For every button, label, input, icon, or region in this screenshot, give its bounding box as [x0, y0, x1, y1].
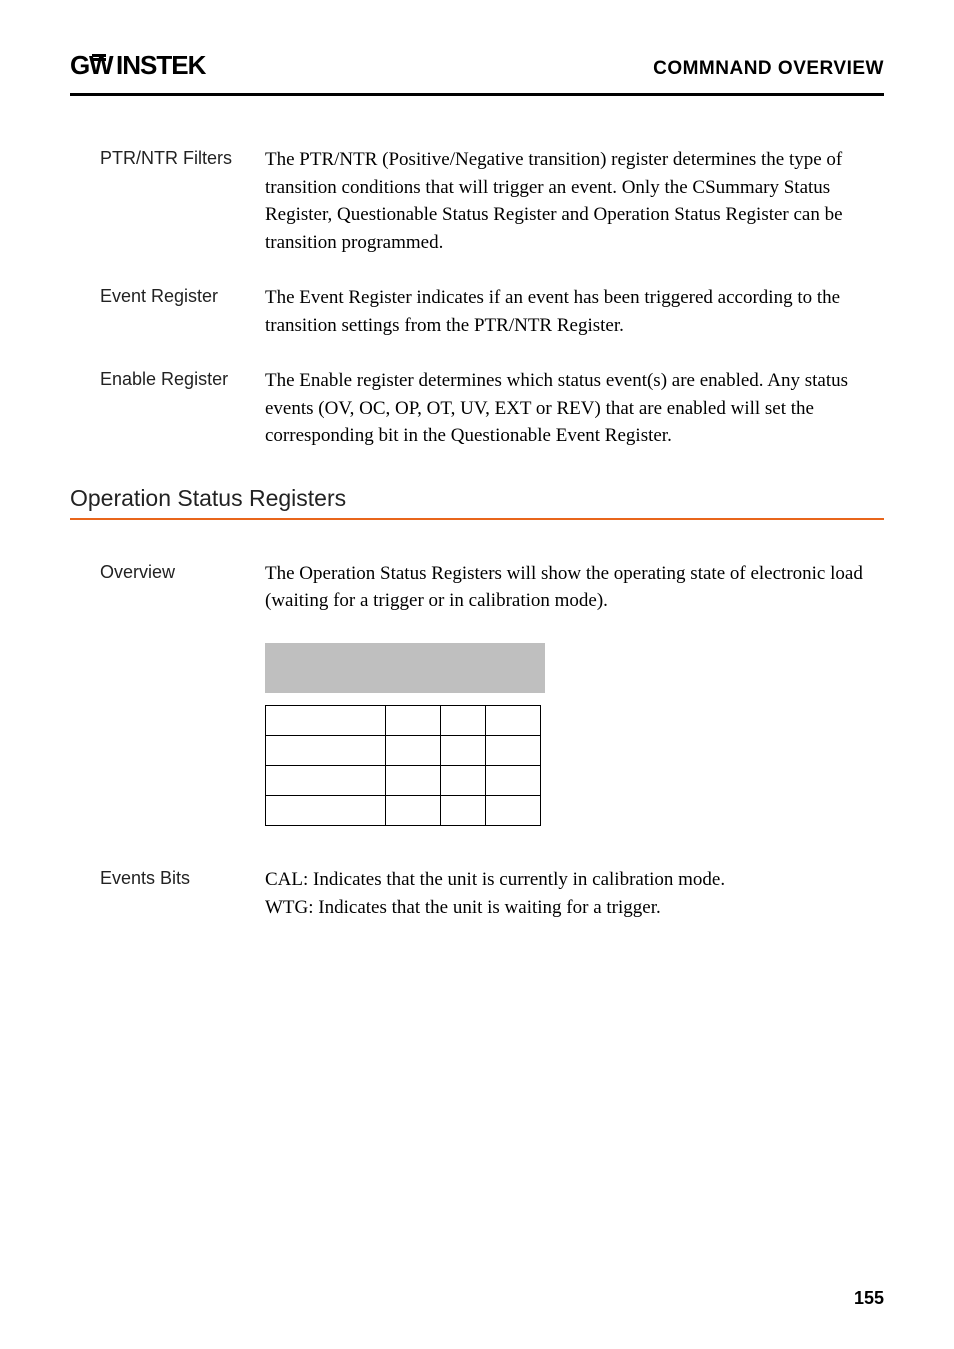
register-diagram: [265, 643, 884, 826]
events-bits-label: Events Bits: [100, 866, 265, 921]
events-bits-text: CAL: Indicates that the unit is currentl…: [265, 866, 884, 921]
overview-label: Overview: [100, 560, 265, 615]
svg-text:G: G: [70, 50, 89, 80]
table-row: [266, 796, 541, 826]
definition-text: The Event Register indicates if an event…: [265, 284, 884, 339]
brand-logo: G W INSTEK: [70, 50, 240, 87]
definition-label: Enable Register: [100, 367, 265, 450]
definition-row: Enable Register The Enable register dete…: [70, 367, 884, 450]
diagram-header-box: [265, 643, 545, 693]
page-number: 155: [854, 1288, 884, 1309]
definition-text: The PTR/NTR (Positive/Negative transitio…: [265, 146, 884, 256]
section-title: Operation Status Registers: [70, 485, 884, 520]
definition-row: PTR/NTR Filters The PTR/NTR (Positive/Ne…: [70, 146, 884, 256]
table-row: [266, 736, 541, 766]
definition-label: PTR/NTR Filters: [100, 146, 265, 256]
definition-label: Event Register: [100, 284, 265, 339]
table-row: [266, 766, 541, 796]
events-bits-row: Events Bits CAL: Indicates that the unit…: [70, 866, 884, 921]
table-row: [266, 706, 541, 736]
definition-text: The Enable register determines which sta…: [265, 367, 884, 450]
logo-svg: G W INSTEK: [70, 50, 240, 80]
header-title: COMMNAND OVERVIEW: [653, 58, 884, 80]
overview-text: The Operation Status Registers will show…: [265, 560, 884, 615]
svg-text:INSTEK: INSTEK: [116, 50, 207, 80]
register-table: [265, 705, 541, 826]
overview-row: Overview The Operation Status Registers …: [70, 560, 884, 615]
definition-row: Event Register The Event Register indica…: [70, 284, 884, 339]
page-header: G W INSTEK COMMNAND OVERVIEW: [70, 50, 884, 96]
